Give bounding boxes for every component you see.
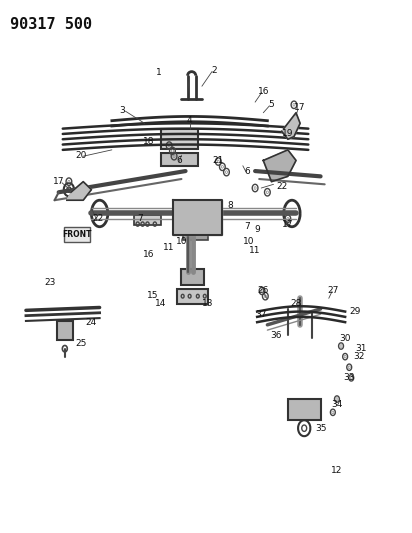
Text: 35: 35 (315, 424, 326, 433)
Text: 22: 22 (276, 182, 287, 191)
Text: 33: 33 (344, 373, 355, 382)
Text: 10: 10 (176, 237, 187, 246)
Bar (181, 269, 204, 285)
Bar (177, 289, 208, 304)
Bar (134, 215, 161, 225)
Text: 36: 36 (270, 331, 281, 340)
Text: 16: 16 (143, 251, 154, 260)
Text: 24: 24 (86, 318, 97, 327)
Text: 23: 23 (45, 278, 56, 287)
Bar (183, 219, 208, 240)
Text: 9: 9 (254, 225, 260, 234)
Polygon shape (263, 150, 296, 182)
Text: 14: 14 (155, 299, 167, 308)
Text: 22: 22 (92, 214, 103, 223)
Text: 32: 32 (354, 352, 365, 361)
Text: 1: 1 (156, 68, 162, 77)
Text: 25: 25 (75, 339, 87, 348)
Text: 17: 17 (282, 220, 294, 229)
Text: 27: 27 (327, 286, 339, 295)
Text: 19: 19 (282, 130, 294, 139)
Text: 13: 13 (202, 299, 214, 308)
Text: 21: 21 (213, 156, 224, 165)
Text: 6: 6 (244, 166, 250, 175)
Text: 2: 2 (211, 66, 217, 75)
Bar (288, 399, 321, 420)
Text: 20: 20 (75, 151, 87, 160)
Text: 90317 500: 90317 500 (9, 17, 92, 33)
Polygon shape (282, 113, 300, 139)
Text: 7: 7 (244, 222, 250, 231)
Bar (161, 152, 198, 166)
Text: 3: 3 (119, 106, 125, 115)
Text: 4: 4 (187, 116, 192, 125)
Text: 28: 28 (290, 299, 302, 308)
Text: 5: 5 (269, 100, 274, 109)
Text: 10: 10 (243, 237, 255, 246)
Polygon shape (173, 200, 222, 235)
Text: 11: 11 (164, 244, 175, 253)
Text: 18: 18 (143, 138, 154, 147)
Text: 17: 17 (53, 177, 64, 186)
Text: 16: 16 (258, 87, 269, 96)
Text: 34: 34 (331, 400, 343, 409)
Text: 17: 17 (294, 103, 306, 112)
Text: 37: 37 (255, 310, 267, 319)
Text: 29: 29 (350, 307, 361, 316)
Polygon shape (67, 182, 91, 200)
Text: 11: 11 (249, 246, 261, 255)
Text: 30: 30 (339, 334, 351, 343)
Text: 31: 31 (356, 344, 367, 353)
Text: 15: 15 (147, 291, 159, 300)
Text: 26: 26 (258, 286, 269, 295)
Bar (161, 129, 198, 149)
Text: 8: 8 (228, 201, 234, 210)
Text: 6: 6 (176, 156, 182, 165)
Text: FRONT: FRONT (62, 230, 92, 239)
Bar (56, 321, 73, 340)
Text: 12: 12 (331, 466, 343, 475)
Text: 7: 7 (138, 214, 143, 223)
FancyBboxPatch shape (64, 227, 90, 242)
